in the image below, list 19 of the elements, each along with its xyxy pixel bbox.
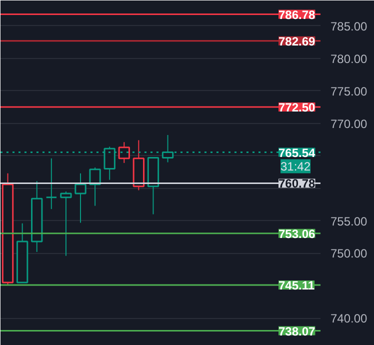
ref-line-label: 765.54: [278, 146, 316, 160]
annotation: 31:42: [280, 159, 311, 174]
ref-line-label: 738.07: [278, 324, 316, 338]
ref-line-label: 745.11: [278, 278, 315, 293]
ref-line-label: 760.78: [278, 176, 316, 191]
y-tick-label: 780.00: [330, 52, 368, 66]
candlestick: [74, 172, 86, 224]
y-tick-label: 750.00: [330, 246, 368, 261]
y-tick-label: 740.00: [330, 312, 368, 326]
y-tick-label: 775.00: [330, 84, 368, 98]
y-tick-label: 755.00: [330, 214, 368, 228]
candlestick: [46, 158, 58, 210]
y-tick-label: 770.00: [330, 116, 368, 131]
candlestick: [31, 180, 43, 252]
y-tick-label: 785.00: [330, 19, 368, 34]
ref-line-label: 772.50: [278, 100, 316, 115]
ref-line-label: 782.69: [278, 34, 316, 48]
ref-line-label: 786.78: [278, 8, 316, 22]
ref-line-label: 753.06: [278, 226, 316, 241]
